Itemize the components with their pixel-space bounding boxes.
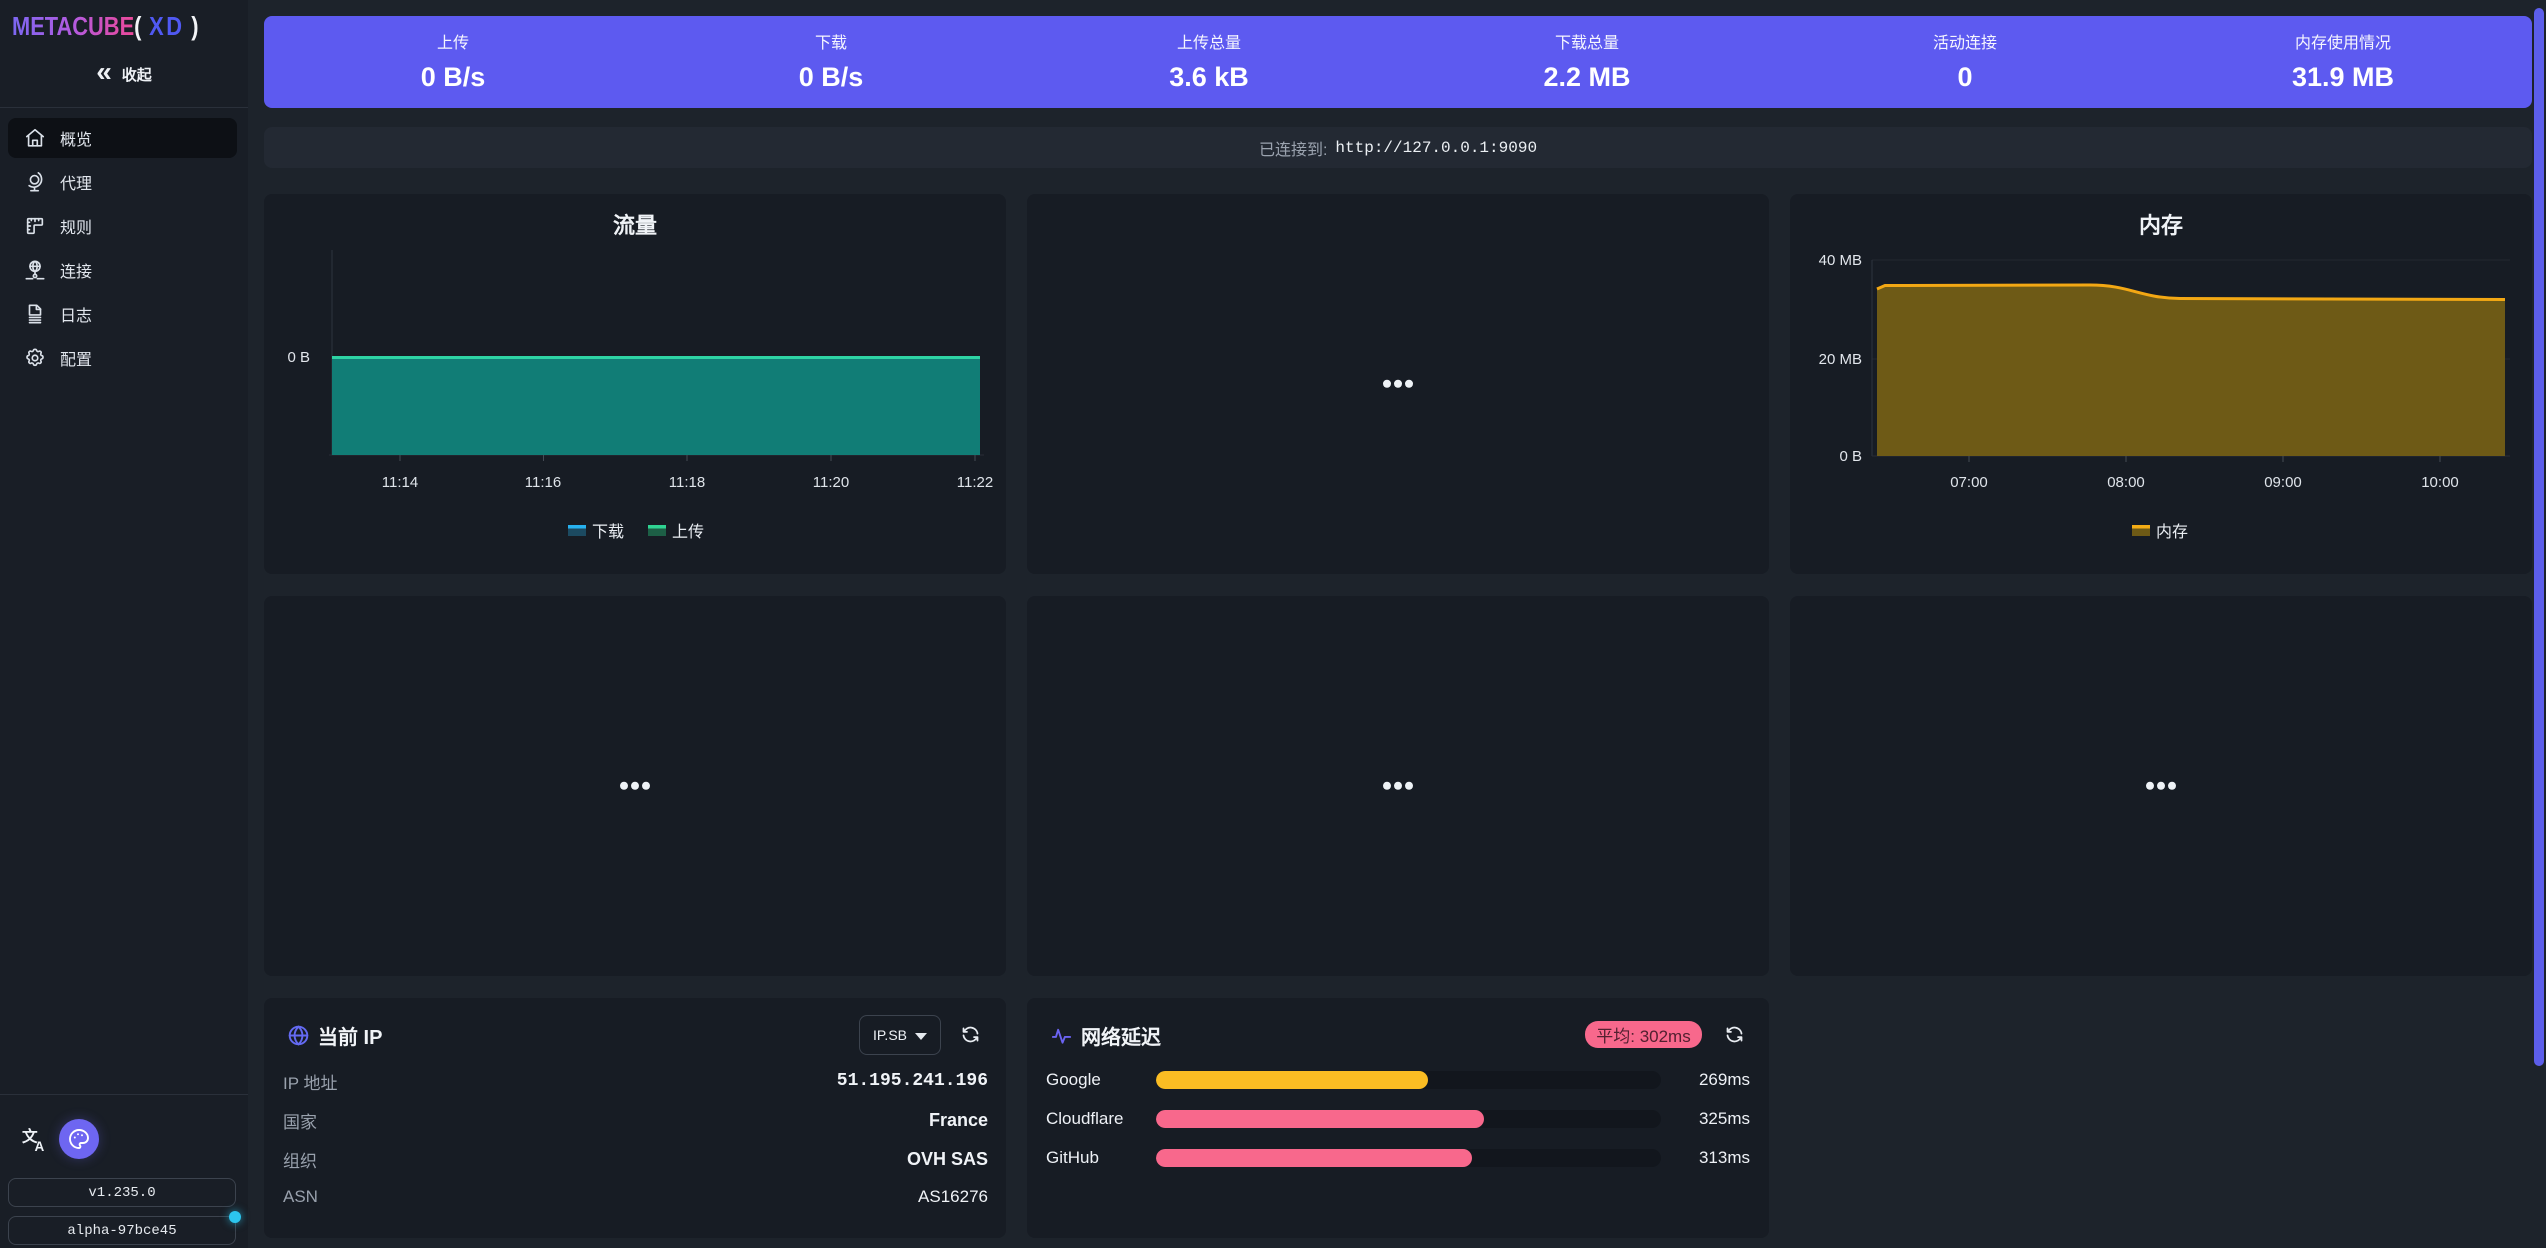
svg-text:10:00: 10:00 xyxy=(2421,474,2459,491)
svg-text:11:14: 11:14 xyxy=(382,474,418,491)
svg-text:文: 文 xyxy=(22,1127,38,1146)
svg-text:内存: 内存 xyxy=(2156,523,2188,541)
svg-text:上传: 上传 xyxy=(672,523,704,541)
svg-text:40 MB: 40 MB xyxy=(1819,252,1862,269)
svg-text:11:22: 11:22 xyxy=(957,474,993,491)
svg-text:0 B: 0 B xyxy=(1839,448,1862,465)
svg-text:11:20: 11:20 xyxy=(813,474,849,491)
svg-text:09:00: 09:00 xyxy=(2264,474,2302,491)
svg-text:11:18: 11:18 xyxy=(669,474,705,491)
svg-text:07:00: 07:00 xyxy=(1950,474,1988,491)
svg-text:20 MB: 20 MB xyxy=(1819,351,1862,368)
svg-text:下载: 下载 xyxy=(592,523,624,541)
svg-text:11:16: 11:16 xyxy=(525,474,561,491)
svg-text:0 B: 0 B xyxy=(287,349,310,366)
svg-text:08:00: 08:00 xyxy=(2107,474,2145,491)
svg-text:A: A xyxy=(34,1138,44,1151)
